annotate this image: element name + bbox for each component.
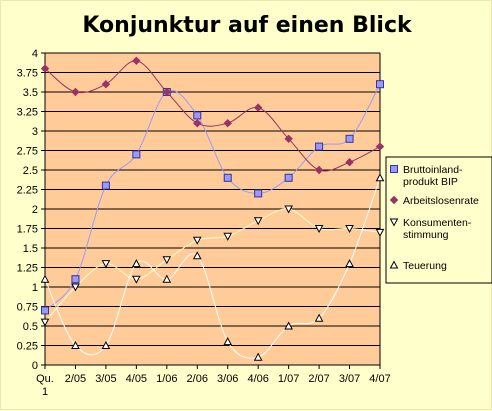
x-tick-label: 1/07 — [278, 373, 299, 385]
data-point-0 — [193, 111, 202, 120]
data-point-1 — [162, 87, 172, 97]
y-tick-label: 2.5 — [23, 165, 38, 177]
data-point-2 — [253, 217, 263, 226]
x-tick-label: 3/05 — [95, 373, 116, 385]
legend: Bruttoinland-produkt BIP Arbeitslosenrate… — [385, 156, 492, 284]
y-tick-label: 3.5 — [23, 87, 38, 99]
data-point-3 — [40, 274, 50, 283]
data-point-2 — [314, 225, 324, 234]
data-point-1 — [40, 64, 50, 73]
data-point-0 — [345, 134, 354, 143]
x-tick-label: Qu. 1 — [36, 373, 54, 398]
data-point-2 — [375, 228, 385, 237]
data-point-2 — [284, 205, 293, 214]
y-tick-label: 1.75 — [17, 224, 38, 236]
grid-lines — [45, 52, 380, 366]
legend-label: Bruttoinland-produkt BIP — [403, 164, 463, 188]
legend-marker-2 — [389, 218, 399, 227]
y-tick-label: 3 — [32, 126, 38, 138]
data-point-0 — [315, 142, 324, 151]
x-axis-ticks: Qu. 1 2/05 3/05 4/05 1/06 2/06 3/06 4/06 1/07 2/07… — [36, 365, 391, 398]
y-tick-label: 1 — [32, 282, 38, 294]
data-point-0 — [284, 173, 293, 182]
x-tick-label: 4/06 — [247, 373, 268, 385]
data-point-0 — [101, 181, 110, 190]
data-point-3 — [101, 340, 111, 349]
data-point-3 — [192, 251, 202, 260]
x-tick-label: 1/06 — [156, 373, 177, 385]
y-axis-ticks: 0 0.25 0.5 0.75 1 1.25 1.5 1.75 2 2.25 2.5 2.75 3 3.2… — [17, 48, 45, 372]
data-point-1 — [314, 165, 324, 175]
y-tick-label: 2 — [32, 204, 38, 216]
y-tick-label: 2.75 — [17, 146, 38, 158]
data-point-0 — [376, 80, 384, 89]
data-point-3 — [223, 337, 233, 346]
legend-label: Arbeitslosenrate — [403, 195, 479, 207]
data-point-3 — [284, 321, 293, 330]
legend-marker-3 — [389, 260, 399, 269]
legend-marker-1 — [389, 195, 399, 205]
data-point-0 — [71, 275, 80, 284]
data-point-0 — [132, 150, 141, 159]
y-tick-label: 3.25 — [17, 107, 38, 119]
y-tick-label: 2.25 — [17, 185, 38, 197]
data-point-1 — [193, 118, 202, 128]
y-tick-label: 3.75 — [17, 68, 38, 80]
x-tick-label: 2/06 — [187, 373, 208, 385]
data-point-3 — [253, 352, 263, 361]
data-point-1 — [345, 157, 354, 167]
data-point-2 — [192, 236, 202, 245]
data-point-3 — [375, 173, 385, 182]
y-tick-label: 0 — [32, 360, 38, 372]
legend-box — [385, 156, 492, 284]
x-tick-label: 4/07 — [369, 373, 390, 385]
data-point-1 — [71, 87, 80, 97]
data-point-2 — [132, 275, 141, 284]
legend-marker-0 — [390, 165, 398, 173]
x-tick-label: 3/06 — [217, 373, 238, 385]
data-point-2 — [101, 260, 111, 269]
data-point-0 — [254, 189, 263, 198]
x-tick-label: 3/07 — [339, 373, 360, 385]
data-point-1 — [132, 56, 141, 66]
x-tick-label: 2/05 — [65, 373, 86, 385]
data-point-1 — [284, 134, 293, 144]
y-tick-label: 0.25 — [17, 341, 38, 353]
data-point-0 — [223, 173, 232, 182]
legend-label: Konsumenten-stimmung — [403, 217, 472, 241]
data-point-2 — [162, 256, 172, 265]
y-tick-label: 0.75 — [17, 302, 38, 314]
data-point-2 — [71, 283, 80, 292]
data-point-1 — [375, 142, 385, 151]
data-point-3 — [345, 259, 354, 268]
x-tick-label: 2/07 — [308, 373, 329, 385]
chart-title: Konjunktur auf einen Blick — [82, 13, 413, 38]
data-point-1 — [253, 103, 263, 112]
series-line-2 — [44, 208, 381, 323]
data-point-2 — [223, 232, 233, 241]
data-point-3 — [132, 259, 141, 268]
data-point-2 — [40, 318, 50, 327]
series-markers — [40, 56, 385, 361]
data-point-0 — [41, 306, 49, 315]
data-point-3 — [71, 340, 80, 349]
y-tick-label: 1.25 — [17, 263, 38, 275]
data-point-1 — [101, 79, 111, 89]
data-point-3 — [162, 274, 172, 283]
y-tick-label: 0.5 — [23, 321, 38, 333]
legend-label: Teuerung — [403, 260, 447, 272]
y-tick-label: 1.5 — [23, 243, 38, 255]
data-point-3 — [314, 313, 324, 322]
x-tick-label: 4/05 — [126, 373, 147, 385]
data-point-1 — [223, 118, 232, 128]
data-point-2 — [345, 225, 354, 234]
y-tick-label: 4 — [32, 48, 38, 60]
